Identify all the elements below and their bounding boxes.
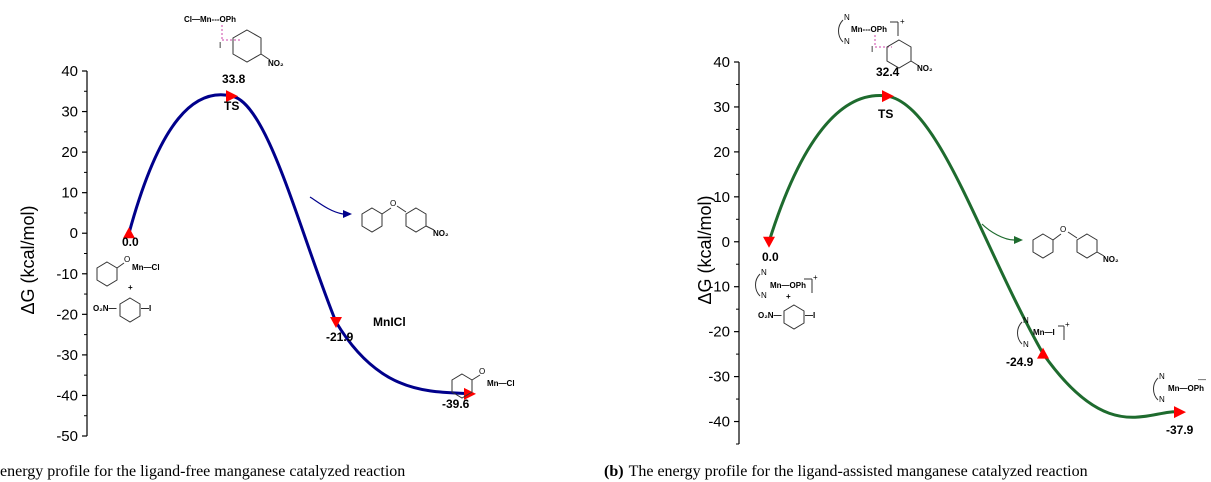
y-tick-label: 20 [713, 144, 730, 161]
reactant-structure-b: N N Mn—OPh + + O₂N— —I [755, 268, 818, 330]
svg-text:O: O [390, 199, 396, 208]
mid-charge-b: + [1065, 320, 1070, 329]
y-tick-label: -10 [56, 266, 78, 283]
reactant-sub-right-a: —I [141, 304, 151, 313]
point-label-b-1: 32.4 [876, 65, 900, 79]
point-name-a-2: MnICl [373, 315, 406, 329]
ts-formula-a: Cl—Mn---OPh [184, 15, 236, 24]
y-tick-label: -40 [56, 387, 78, 404]
y-tick-label: -20 [56, 306, 78, 323]
caption-b: (b) The energy profile for the ligand-ass… [604, 463, 1088, 480]
data-point-marker-2 [1037, 347, 1049, 359]
y-tick-label: -40 [708, 414, 730, 431]
svg-text:N: N [844, 13, 850, 22]
data-point-marker-0 [763, 236, 775, 248]
y-tick-label: 10 [61, 185, 78, 202]
end-complex-b: N N Mn—OPh — [1153, 372, 1206, 404]
ts-structure-b: N N Mn---OPh I NO₂ + [838, 13, 933, 73]
reactant-cat-b: Mn—OPh [770, 281, 806, 290]
point-name-b-1: TS [878, 107, 893, 121]
data-point-marker-1 [226, 90, 238, 103]
data-points-a [123, 90, 476, 400]
y-tick-label: 30 [713, 99, 730, 116]
svg-text:O: O [124, 255, 130, 264]
svg-text:O: O [479, 367, 485, 376]
y-tick-label: 10 [713, 189, 730, 206]
svg-text:N: N [1159, 395, 1165, 404]
data-point-marker-2 [330, 317, 342, 329]
product-no2-b: NO₂ [1103, 255, 1119, 264]
point-label-a-2: -21.9 [326, 330, 354, 344]
point-label-a-1: 33.8 [222, 72, 246, 86]
end-cat-b: Mn—OPh [1168, 384, 1204, 393]
svg-text:N: N [1023, 316, 1029, 325]
svg-text:N: N [1159, 372, 1165, 381]
point-label-b-0: 0.0 [762, 250, 779, 264]
point-label-b-3: -37.9 [1166, 423, 1194, 437]
point-label-a-3: -39.6 [442, 397, 470, 411]
ts-iodine-a: I [219, 41, 221, 50]
ts-no2-a: NO₂ [268, 59, 284, 68]
mid-cat-b: Mn—I [1033, 328, 1055, 337]
svg-text:N: N [761, 291, 767, 300]
point-name-a-1: TS [224, 99, 239, 113]
svg-text:N: N [1023, 340, 1029, 349]
y-axis-b: 40 30 20 10 0 -10 -20 -30 -40 [708, 54, 740, 445]
data-point-marker-1 [882, 90, 894, 103]
caption-a: energy profile for the ligand-free manga… [0, 463, 405, 480]
end-cat-a: Mn—Cl [487, 379, 515, 388]
y-tick-label: 20 [61, 144, 78, 161]
y-axis-title-b: ΔG (kcal/mol) [695, 195, 715, 304]
y-axis-title-a: ΔG (kcal/mol) [18, 205, 38, 314]
reactant-plus-b: + [786, 292, 791, 301]
y-tick-label: 0 [70, 225, 78, 242]
point-label-b-2: -24.9 [1006, 355, 1034, 369]
ts-structure-a: Cl—Mn---OPh I NO₂ [184, 15, 284, 68]
mid-complex-b: N N Mn—I + [1017, 316, 1070, 349]
y-tick-label: 0 [722, 234, 730, 251]
end-complex-a: O Mn—Cl [451, 367, 515, 399]
caption-b-text: The energy profile for the ligand-assist… [629, 463, 1088, 480]
reactant-charge-b: + [813, 273, 818, 282]
y-tick-label: -30 [708, 369, 730, 386]
ts-no2-b: NO₂ [917, 64, 933, 73]
reactant-sub-right-b: —I [805, 311, 815, 320]
y-tick-label: 30 [61, 104, 78, 121]
diaryl-ether-product-a: O NO₂ [309, 196, 449, 238]
end-charge-b: — [1198, 375, 1206, 384]
reactant-structure-a: O Mn—Cl + O₂N— —I [93, 255, 160, 323]
ts-charge-b: + [900, 17, 905, 26]
reactant-sub-left-a: O₂N— [93, 304, 117, 313]
energy-curve-a [127, 93, 471, 396]
product-no2-a: NO₂ [433, 229, 449, 238]
data-point-marker-3 [1174, 406, 1186, 419]
data-point-marker-3 [464, 387, 476, 400]
caption-b-prefix: (b) [604, 463, 624, 480]
panel-a: 40 30 20 10 0 -10 -20 -30 -40 -50 ΔG (kcal/mol) 0… [0, 15, 515, 480]
diaryl-ether-product-b: O NO₂ [981, 223, 1119, 264]
ts-formula-b: Mn---OPh [851, 25, 887, 34]
reactant-sub-left-b: O₂N— [758, 311, 782, 320]
svg-text:N: N [761, 268, 767, 277]
y-tick-label: -10 [708, 279, 730, 296]
reactant-plus-a: + [128, 283, 133, 292]
svg-text:O: O [1060, 225, 1066, 234]
energy-curve-b [767, 94, 1181, 419]
y-tick-label: 40 [61, 63, 78, 80]
y-tick-label: -20 [708, 324, 730, 341]
svg-text:N: N [844, 37, 850, 46]
point-label-a-0: 0.0 [122, 235, 139, 249]
data-points-b [763, 90, 1186, 419]
y-axis-a: 40 30 20 10 0 -10 -20 -30 -40 -50 [56, 63, 88, 445]
y-tick-label: -30 [56, 347, 78, 364]
ts-iodine-b: I [871, 45, 873, 54]
y-tick-label: 40 [713, 54, 730, 71]
y-tick-label: -50 [56, 428, 78, 445]
data-point-marker-0 [123, 227, 135, 239]
reactant-cat-a: Mn—Cl [132, 263, 160, 272]
